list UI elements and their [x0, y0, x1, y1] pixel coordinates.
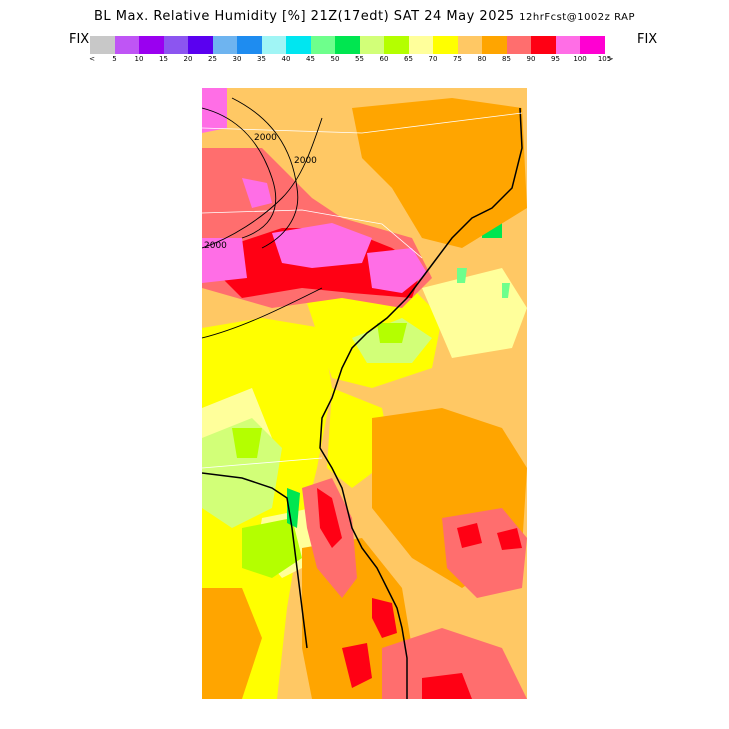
title-model: 12hrFcst@1002z RAP [519, 12, 636, 23]
legend-tick-label: 20 [183, 55, 193, 63]
title-main: BL Max. Relative Humidity [%] 21Z(17edt)… [93, 9, 515, 24]
color-legend [90, 36, 605, 54]
magenta-region-2 [367, 248, 427, 293]
legend-swatch [359, 36, 384, 54]
magenta-region-4 [202, 238, 247, 283]
west-coastline [202, 472, 308, 649]
bright-green-spot-4 [502, 283, 510, 298]
legend-tick-label: 75 [453, 55, 462, 63]
state-border-south [202, 457, 323, 469]
legend-swatch [482, 36, 507, 54]
legend-swatch [139, 36, 164, 54]
salmon-region-southeast [382, 628, 527, 699]
contour-line-2 [231, 97, 299, 249]
legend-swatch [114, 36, 139, 54]
legend-swatch [310, 36, 335, 54]
contour-line-3 [202, 117, 323, 249]
fix-right-label: FIX [637, 32, 658, 47]
legend-swatch [457, 36, 482, 54]
contour-line-4 [202, 287, 323, 339]
map-title: BL Max. Relative Humidity [%] 21Z(17edt)… [0, 9, 729, 24]
red-spot-east-2 [497, 528, 522, 550]
legend-tick-label: 70 [428, 55, 438, 63]
legend-tick-label: 25 [208, 55, 217, 63]
green-patch-west [232, 428, 262, 458]
coastline [319, 107, 523, 699]
legend-swatch [408, 36, 433, 54]
legend-tick-label: 5 [112, 55, 117, 63]
legend-tick-label: 60 [379, 55, 389, 63]
legend-tick-label: 40 [281, 55, 291, 63]
legend-swatch [335, 36, 360, 54]
red-spot-south [342, 643, 372, 688]
red-spot-coast-1 [317, 488, 342, 548]
legend-swatch [580, 36, 605, 54]
legend-tick-label: 30 [232, 55, 242, 63]
legend-swatch [261, 36, 286, 54]
legend-tick-label: 80 [477, 55, 487, 63]
legend-tick-label: 50 [330, 55, 340, 63]
orange-region-southwest [202, 588, 262, 699]
pale-yellow-east [422, 268, 527, 358]
red-spot-coast-2 [372, 598, 397, 638]
light-green-west [202, 418, 282, 528]
legend-swatch [90, 36, 115, 54]
legend-tick-label: 105 [597, 55, 612, 63]
contour-label-3: 2000 [204, 241, 227, 251]
legend-tick-label: 65 [404, 55, 413, 63]
legend-swatch [163, 36, 188, 54]
green-patch-south [242, 518, 302, 578]
legend-swatch [506, 36, 531, 54]
legend-tick-label: 15 [159, 55, 168, 63]
legend-tick-label: 35 [257, 55, 266, 63]
legend-swatch [384, 36, 409, 54]
legend-tick-label: 100 [573, 55, 587, 63]
orange-region-north [352, 98, 527, 248]
state-border-central [202, 209, 423, 259]
legend-swatch [531, 36, 556, 54]
legend-swatch [286, 36, 311, 54]
green-patch-coast [377, 323, 407, 343]
fix-left-label: FIX [69, 32, 90, 47]
legend-tick-label: 55 [355, 55, 364, 63]
state-border-north [202, 112, 523, 134]
magenta-region-3 [202, 88, 227, 133]
magenta-region-5 [242, 178, 272, 208]
legend-tick-label: < [89, 55, 95, 63]
bright-green-spot-3 [457, 268, 467, 283]
legend-swatch [237, 36, 262, 54]
legend-swatch [433, 36, 458, 54]
legend-tick-label: 90 [526, 55, 536, 63]
contour-line-1 [202, 107, 277, 239]
legend-tick-label: > [607, 55, 614, 63]
legend-swatch [555, 36, 580, 54]
magenta-region-1 [272, 223, 372, 268]
humidity-map: 2000 2000 2000 [202, 88, 527, 699]
contour-label-2: 2000 [294, 156, 317, 166]
red-spot-southeast [422, 673, 472, 699]
legend-swatch [188, 36, 213, 54]
legend-swatch [212, 36, 237, 54]
legend-tick-label: 95 [551, 55, 560, 63]
contour-label-1: 2000 [254, 133, 277, 143]
red-spot-east-1 [457, 523, 482, 548]
legend-tick-label: 10 [134, 55, 144, 63]
legend-tick-labels: <5 10 15 20 25 30 35 40 45 50 55 60 65 70 75 80 85 90 95 10… [89, 55, 640, 67]
legend-tick-label: 45 [306, 55, 315, 63]
legend-tick-label: 85 [502, 55, 511, 63]
